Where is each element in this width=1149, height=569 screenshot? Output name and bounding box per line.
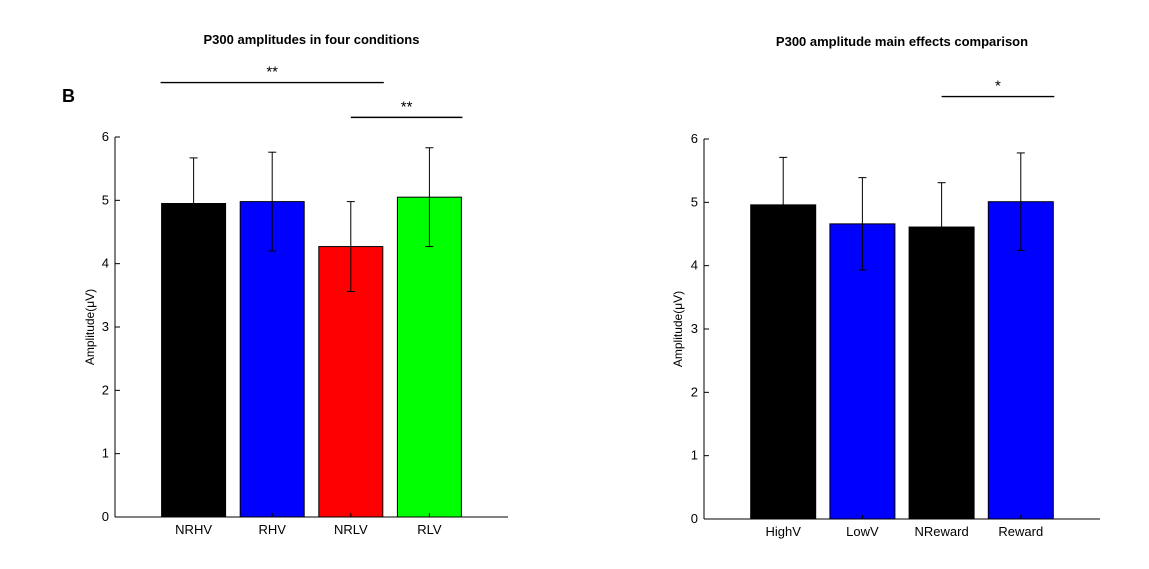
chart-title: P300 amplitude main effects comparison xyxy=(776,34,1028,49)
bar-highv xyxy=(750,204,817,520)
y-tick-label: 6 xyxy=(691,131,698,146)
y-tick-label: 2 xyxy=(691,384,698,399)
chart-title: P300 amplitudes in four conditions xyxy=(204,32,420,47)
x-tick-label: Reward xyxy=(998,524,1043,539)
x-tick-label: RHV xyxy=(258,522,286,537)
x-tick-label: NReward xyxy=(915,524,969,539)
y-axis-label: Amplitude(μV) xyxy=(83,289,97,365)
bar-nreward xyxy=(908,226,975,520)
x-tick-label: LowV xyxy=(846,524,879,539)
y-tick-label: 5 xyxy=(691,194,698,209)
y-tick-label: 1 xyxy=(102,446,109,461)
x-tick-label: HighV xyxy=(765,524,801,539)
y-tick-label: 5 xyxy=(102,192,109,207)
panel-label: B xyxy=(62,86,75,106)
y-tick-label: 4 xyxy=(102,256,109,271)
y-tick-label: 1 xyxy=(691,448,698,463)
bar-lowv xyxy=(829,223,896,520)
x-tick-label: RLV xyxy=(417,522,442,537)
chart-2: P300 amplitude main effects comparison Am… xyxy=(671,34,1100,539)
y-tick-label: 3 xyxy=(102,319,109,334)
y-tick-label: 0 xyxy=(691,511,698,526)
y-tick-label: 6 xyxy=(102,129,109,144)
bar-nrhv xyxy=(161,203,227,518)
y-tick-label: 2 xyxy=(102,382,109,397)
chart-1: P300 amplitudes in four conditions Amplit… xyxy=(83,32,508,537)
y-axis-label: Amplitude(μV) xyxy=(671,291,685,367)
y-tick-label: 0 xyxy=(102,509,109,524)
y-tick-label: 4 xyxy=(691,258,698,273)
significance-label: ** xyxy=(401,98,413,115)
significance-label: ** xyxy=(266,64,278,81)
x-tick-label: NRHV xyxy=(175,522,212,537)
y-tick-label: 3 xyxy=(691,321,698,336)
x-tick-label: NRLV xyxy=(334,522,368,537)
bar-reward xyxy=(987,201,1054,520)
bar-rhv xyxy=(239,201,305,518)
significance-label: * xyxy=(995,78,1001,95)
